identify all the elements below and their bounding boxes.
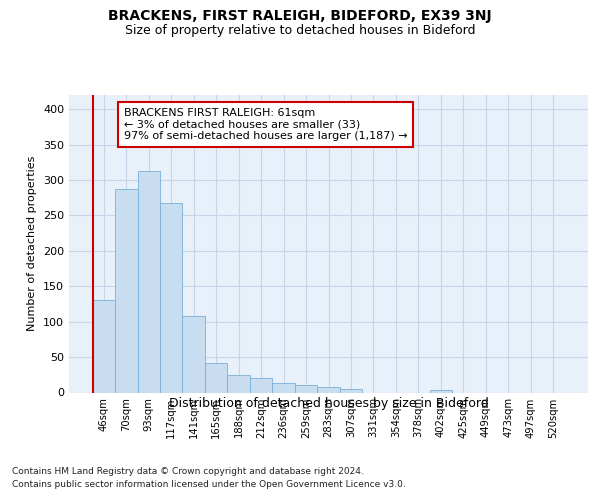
Bar (272, 384, 295, 392)
Y-axis label: Number of detached properties: Number of detached properties (28, 156, 37, 332)
Bar (182, 316, 205, 392)
Bar (205, 363, 227, 392)
Bar (430, 390, 452, 392)
Bar (115, 189, 137, 392)
Text: Distribution of detached houses by size in Bideford: Distribution of detached houses by size … (169, 398, 488, 410)
Bar (92, 300, 115, 392)
Bar (250, 378, 272, 392)
Bar (137, 171, 160, 392)
Text: BRACKENS, FIRST RALEIGH, BIDEFORD, EX39 3NJ: BRACKENS, FIRST RALEIGH, BIDEFORD, EX39 … (108, 9, 492, 23)
Bar (340, 389, 362, 392)
Text: BRACKENS FIRST RALEIGH: 61sqm
← 3% of detached houses are smaller (33)
97% of se: BRACKENS FIRST RALEIGH: 61sqm ← 3% of de… (124, 108, 407, 141)
Text: Size of property relative to detached houses in Bideford: Size of property relative to detached ho… (125, 24, 475, 37)
Bar (160, 202, 182, 392)
Bar (295, 386, 317, 392)
Text: Contains HM Land Registry data © Crown copyright and database right 2024.: Contains HM Land Registry data © Crown c… (12, 467, 364, 476)
Text: Contains public sector information licensed under the Open Government Licence v3: Contains public sector information licen… (12, 480, 406, 489)
Bar (317, 387, 340, 392)
Bar (227, 375, 250, 392)
